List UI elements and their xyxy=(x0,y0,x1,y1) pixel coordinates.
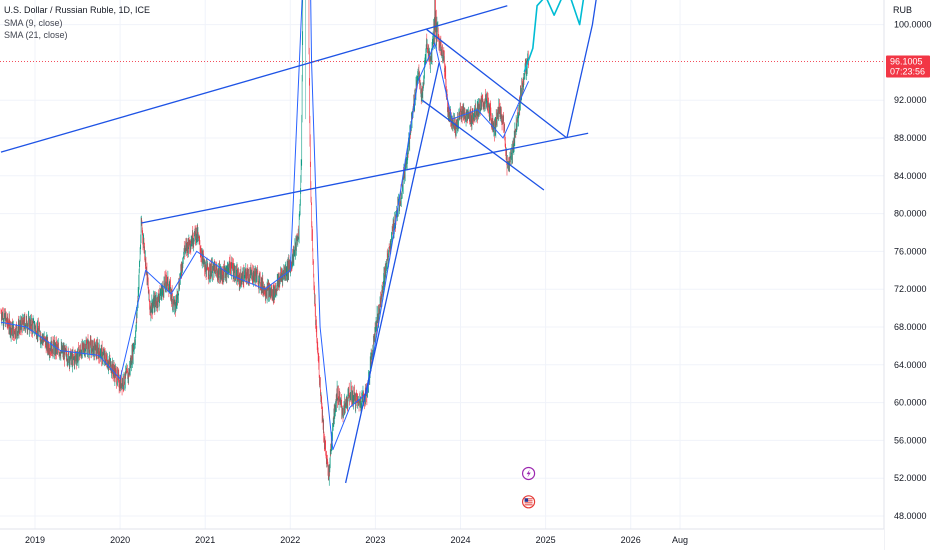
sma-9-label[interactable]: SMA (9, close) xyxy=(4,17,63,28)
lower-rising-channel-line[interactable] xyxy=(141,132,589,224)
us-flag-icon[interactable] xyxy=(521,495,536,509)
time-tick-label: 2023 xyxy=(365,535,385,545)
price-tick-label: 72.0000 xyxy=(894,284,927,294)
symbol-title[interactable]: U.S. Dollar / Russian Ruble, 1D, ICE xyxy=(4,5,151,15)
time-tick-label: 2019 xyxy=(25,535,45,545)
drawings[interactable] xyxy=(0,0,884,484)
time-axis-bg xyxy=(0,529,884,550)
time-tick-label: 2024 xyxy=(450,535,470,545)
price-scale-bg xyxy=(884,0,932,550)
currency-label[interactable]: RUB xyxy=(893,5,912,15)
time-tick-label: 2022 xyxy=(280,535,300,545)
chart-legend: U.S. Dollar / Russian Ruble, 1D, ICE SMA… xyxy=(4,4,150,42)
descending-wedge-top[interactable] xyxy=(426,28,568,139)
price-tick-label: 60.0000 xyxy=(894,398,927,408)
time-tick-label: Aug xyxy=(672,535,688,545)
sma-21-label[interactable]: SMA (21, close) xyxy=(4,30,68,40)
price-tick-label: 84.0000 xyxy=(894,171,927,181)
price-tick-label: 92.0000 xyxy=(894,95,927,105)
last-price-text: 96.1005 xyxy=(890,56,923,66)
price-tick-label: 76.0000 xyxy=(894,246,927,256)
time-tick-label: 2025 xyxy=(536,535,556,545)
price-scale[interactable]: RUB152.0000148.0000144.0000136.0000132.0… xyxy=(883,0,932,550)
upper-rising-channel-line[interactable] xyxy=(0,5,508,153)
lightning-icon[interactable] xyxy=(521,466,536,481)
event-markers[interactable] xyxy=(521,466,536,509)
sma-9-line xyxy=(0,0,530,451)
last-price-tag[interactable] xyxy=(886,55,930,78)
price-tick-label: 100.0000 xyxy=(894,20,932,30)
countdown-text: 07:23:56 xyxy=(890,66,925,76)
cyan-forecast-path[interactable] xyxy=(523,0,626,73)
projection-zigzag[interactable] xyxy=(566,0,627,139)
time-tick-label: 2020 xyxy=(110,535,130,545)
time-tick-label: 2026 xyxy=(621,535,641,545)
price-tick-label: 64.0000 xyxy=(894,360,927,370)
price-tick-label: 48.0000 xyxy=(894,511,927,521)
time-axis[interactable]: 2019 2020 2021 2022 2023 2024 2025 2026 Aug xyxy=(0,528,884,550)
price-tick-label: 80.0000 xyxy=(894,209,927,219)
price-tick-label: 56.0000 xyxy=(894,435,927,445)
descending-wedge-bottom[interactable] xyxy=(421,99,545,191)
steep-support-trendline[interactable] xyxy=(344,62,440,484)
grid xyxy=(0,0,884,529)
price-tick-label: 68.0000 xyxy=(894,322,927,332)
price-tick-label: 52.0000 xyxy=(894,473,927,483)
price-tick-label: 88.0000 xyxy=(894,133,927,143)
time-tick-label: 2021 xyxy=(195,535,215,545)
price-series xyxy=(0,0,530,486)
